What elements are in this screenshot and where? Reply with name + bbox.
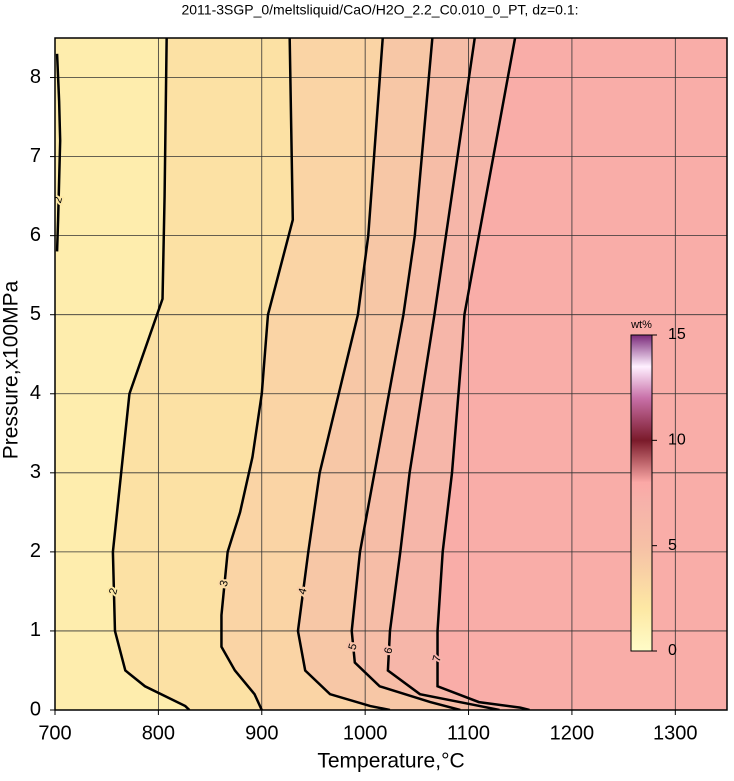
y-tick-label: 3 (30, 461, 41, 483)
x-tick-label: 1200 (550, 722, 595, 744)
x-axis-label: Temperature,°C (317, 750, 464, 773)
colorbar (630, 334, 653, 652)
contour-line (350, 38, 461, 710)
colorbar-tick-label: 10 (668, 432, 686, 449)
y-tick-label: 8 (30, 66, 41, 88)
x-tick-label: 900 (245, 722, 278, 744)
colorbar-label: wt% (630, 319, 652, 331)
colorbar-tick-label: 0 (668, 642, 677, 659)
contour-line (296, 38, 391, 710)
x-tick-label: 700 (38, 722, 71, 744)
y-axis-label: Pressure,x100MPa (0, 280, 23, 459)
y-tick-label: 0 (30, 698, 41, 720)
y-tick-label: 7 (30, 145, 41, 167)
contour-line (436, 38, 530, 710)
contour-fill (55, 38, 190, 710)
x-tick-label: 1100 (447, 722, 490, 744)
y-tick-label: 1 (30, 619, 41, 641)
x-tick-label: 800 (142, 722, 175, 744)
y-tick-label: 2 (30, 540, 41, 562)
x-tick-label: 1300 (653, 722, 698, 744)
y-tick-label: 4 (30, 382, 41, 404)
y-tick-label: 6 (30, 224, 41, 246)
chart-title: 2011-3SGP_0/meltsliquid/CaO/H2O_2.2_C0.0… (181, 2, 578, 18)
colorbar-tick-label: 15 (668, 326, 686, 343)
contour-line (386, 38, 500, 710)
y-tick-label: 5 (30, 303, 41, 325)
colorbar-tick-label: 5 (668, 537, 677, 554)
contour-line (111, 38, 191, 710)
x-tick-label: 1000 (343, 722, 388, 744)
contour-line (55, 53, 62, 252)
contour-line (220, 38, 295, 710)
plot-frame (54, 37, 728, 711)
